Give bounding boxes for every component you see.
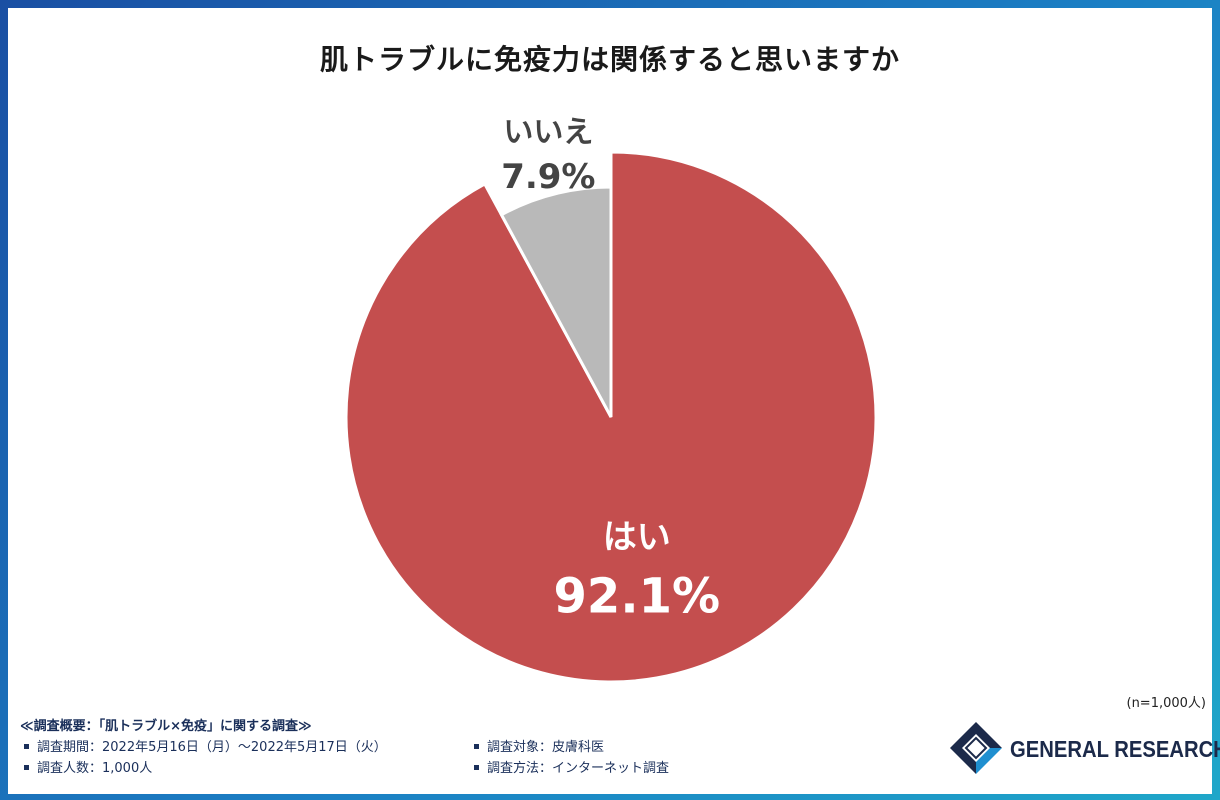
slice-label-0: はい	[603, 517, 671, 557]
bullet-icon	[474, 744, 479, 749]
survey-method: 調査方法：インターネット調査	[487, 761, 670, 776]
logo-text: GENERAL RESEARCH	[1010, 736, 1220, 762]
survey-period: 調査期間：2022年5月16日（月）～2022年5月17日（火）	[37, 740, 387, 755]
bullet-icon	[474, 765, 479, 770]
logo-mark-icon	[950, 722, 1002, 774]
bullet-icon	[24, 744, 29, 749]
chart-title: 肌トラブルに免疫力は関係すると思いますか	[319, 43, 900, 76]
bullet-icon	[24, 765, 29, 770]
survey-count: 調査人数：1,000人	[37, 761, 153, 776]
survey-heading: ≪調査概要：「肌トラブル×免疫」に関する調査≫	[20, 719, 312, 734]
survey-target: 調査対象：皮膚科医	[487, 740, 605, 755]
pie-slice-1	[499, 185, 613, 418]
slice-value-0: 92.1%	[554, 568, 721, 624]
slice-label-1: いいえ	[503, 115, 593, 150]
slice-value-1: 7.9%	[501, 157, 595, 197]
sample-size-note: (n=1,000人)	[1126, 696, 1207, 711]
survey-summary: ≪調査概要：「肌トラブル×免疫」に関する調査≫ 調査期間：2022年5月16日（…	[20, 716, 720, 779]
general-research-logo: GENERAL RESEARCH	[946, 718, 1220, 778]
